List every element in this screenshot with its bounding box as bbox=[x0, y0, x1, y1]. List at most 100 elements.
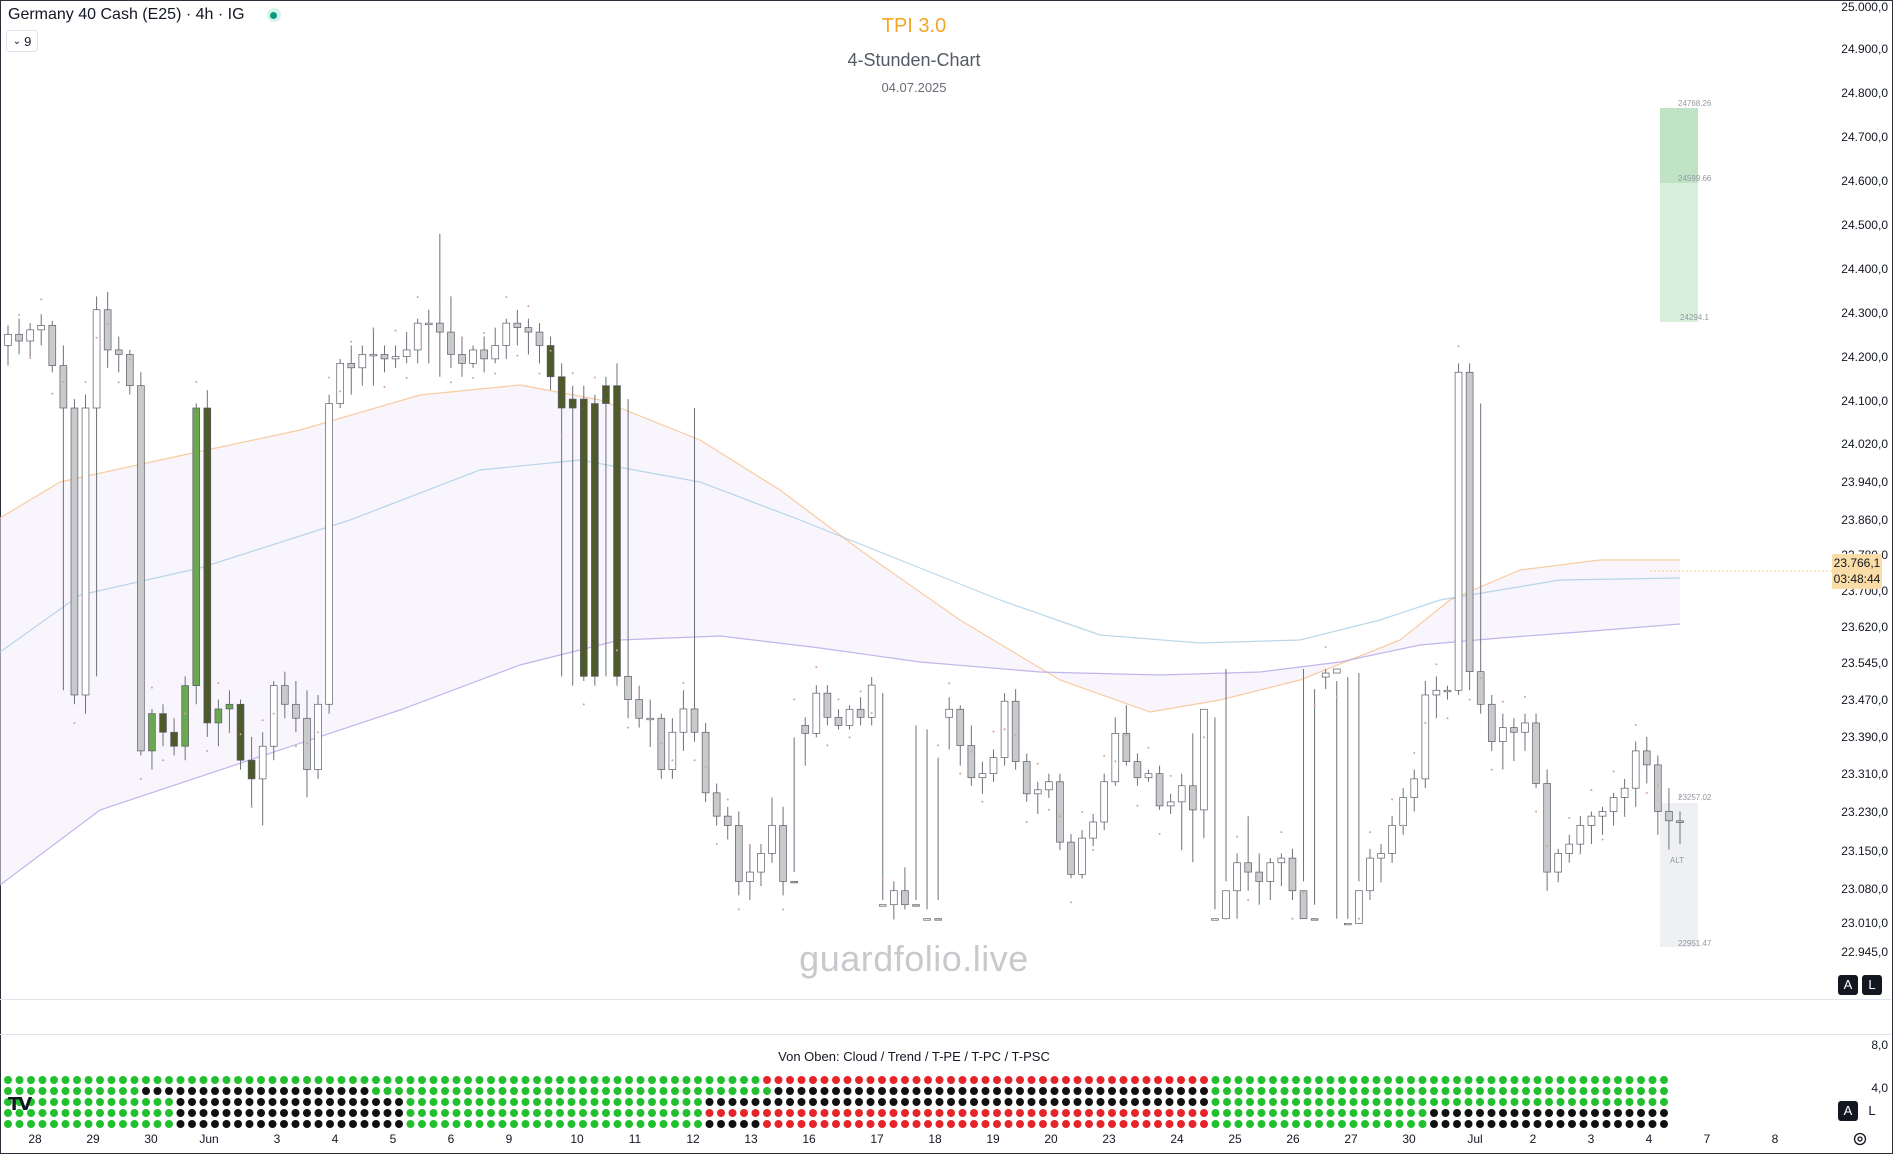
indicator-dot bbox=[1648, 1109, 1657, 1117]
indicator-dot bbox=[1602, 1087, 1611, 1095]
indicator-dot bbox=[636, 1087, 645, 1095]
indicator-dot bbox=[1361, 1076, 1369, 1084]
indicator-dot bbox=[510, 1109, 518, 1117]
indicator-dot bbox=[1476, 1120, 1484, 1128]
indicator-dot bbox=[912, 1087, 921, 1095]
ma-mid-line bbox=[0, 459, 1681, 653]
indicator-dot bbox=[751, 1076, 760, 1084]
candle-body bbox=[1642, 750, 1651, 766]
indicator-dot bbox=[901, 1076, 909, 1084]
indicator-dot bbox=[590, 1098, 599, 1106]
indicator-dot bbox=[958, 1087, 967, 1095]
log-scale-button[interactable]: L bbox=[1862, 975, 1882, 995]
indicator-dot bbox=[843, 1098, 852, 1106]
indicator-dot bbox=[84, 1120, 93, 1128]
indicator-dot bbox=[648, 1076, 656, 1084]
indicator-dot bbox=[188, 1076, 196, 1084]
indicator-dot bbox=[935, 1120, 944, 1128]
trend-dot bbox=[394, 329, 397, 332]
symbol-header[interactable]: Germany 40 Cash (E25) · 4h · IG bbox=[8, 6, 281, 24]
indicator-dot bbox=[740, 1109, 748, 1117]
indicator-dot bbox=[245, 1109, 254, 1117]
trend-dot bbox=[1225, 917, 1228, 920]
indicator-dot bbox=[705, 1109, 714, 1117]
indicator-dot bbox=[130, 1098, 139, 1106]
candle-body bbox=[1631, 750, 1640, 789]
indicator-dot bbox=[487, 1076, 495, 1084]
candle-body bbox=[546, 345, 555, 378]
indicator-dot bbox=[96, 1098, 104, 1106]
indicator-dot bbox=[383, 1109, 392, 1117]
trend-dot bbox=[1479, 677, 1482, 680]
indicator-dot bbox=[1568, 1109, 1576, 1117]
current-price-value: 23.766,1 bbox=[1833, 556, 1881, 570]
trend-dot bbox=[339, 390, 342, 393]
indicator-dot bbox=[245, 1120, 254, 1128]
candle-body bbox=[890, 890, 898, 906]
indicator-dot bbox=[1545, 1087, 1553, 1095]
candle-body bbox=[103, 309, 112, 351]
trend-dot bbox=[1147, 746, 1150, 749]
indicator-dot bbox=[1418, 1076, 1427, 1084]
indicator-dot bbox=[820, 1109, 829, 1117]
indicator-dot bbox=[1579, 1087, 1588, 1095]
indicator-dot bbox=[4, 1076, 12, 1084]
indicator-dot bbox=[314, 1098, 323, 1106]
indicator-dot bbox=[1096, 1098, 1105, 1106]
indicator-dot bbox=[889, 1109, 898, 1117]
trend-dot bbox=[970, 750, 973, 753]
candle-body bbox=[1233, 862, 1241, 892]
indicator-dot bbox=[1372, 1098, 1381, 1106]
indicator-dot bbox=[199, 1120, 208, 1128]
indicator-dot bbox=[901, 1087, 909, 1095]
indicator-dot bbox=[1062, 1109, 1070, 1117]
indicator-dot bbox=[1660, 1076, 1668, 1084]
indicator-auto-button[interactable]: A bbox=[1838, 1101, 1858, 1121]
candle-body bbox=[635, 699, 643, 719]
indicator-dot bbox=[314, 1120, 323, 1128]
indicator-dot bbox=[924, 1098, 932, 1106]
indicator-dot bbox=[27, 1076, 35, 1084]
trend-dot bbox=[804, 760, 807, 763]
settings-icon[interactable] bbox=[1852, 1131, 1868, 1147]
indicator-dot bbox=[153, 1109, 162, 1117]
indicator-dot bbox=[1246, 1120, 1254, 1128]
auto-scale-button[interactable]: A bbox=[1838, 975, 1858, 995]
indicator-dot bbox=[4, 1098, 12, 1106]
indicator-dot bbox=[1660, 1120, 1668, 1128]
indicator-dot bbox=[326, 1087, 334, 1095]
indicator-dot bbox=[579, 1109, 587, 1117]
trend-dot bbox=[416, 296, 419, 299]
symbol-title[interactable]: Germany 40 Cash (E25) · 4h · IG bbox=[8, 6, 245, 23]
indicator-dot bbox=[1487, 1076, 1496, 1084]
indicator-dot bbox=[993, 1109, 1001, 1117]
indicator-dot bbox=[590, 1120, 599, 1128]
candle-body bbox=[1222, 890, 1230, 920]
indicator-dot bbox=[372, 1120, 380, 1128]
indicator-dot bbox=[211, 1120, 219, 1128]
indicator-dot bbox=[832, 1120, 840, 1128]
indicator-dot bbox=[866, 1109, 875, 1117]
indicator-dot bbox=[1591, 1120, 1599, 1128]
indicator-dot bbox=[1487, 1109, 1496, 1117]
pane-separator[interactable] bbox=[0, 999, 1891, 1000]
indicator-dot bbox=[119, 1076, 127, 1084]
indicator-log-button[interactable]: L bbox=[1862, 1101, 1882, 1121]
indicator-dot bbox=[1556, 1087, 1565, 1095]
indicator-dot bbox=[429, 1076, 438, 1084]
indicator-dot bbox=[1533, 1109, 1542, 1117]
indicator-collapse-button[interactable]: ⌄ 9 bbox=[6, 30, 38, 52]
indicator-dot bbox=[1108, 1098, 1116, 1106]
indicator-dot bbox=[211, 1109, 219, 1117]
indicator-dot bbox=[372, 1098, 380, 1106]
indicator-dot bbox=[659, 1087, 668, 1095]
candle-body bbox=[203, 407, 212, 724]
indicator-dot bbox=[257, 1098, 265, 1106]
indicator-dot bbox=[889, 1087, 898, 1095]
indicator-dot bbox=[682, 1098, 691, 1106]
indicator-dot bbox=[682, 1076, 691, 1084]
candle-body bbox=[269, 685, 278, 747]
candle-body bbox=[845, 708, 854, 726]
tradingview-logo[interactable]: TV bbox=[8, 1094, 32, 1115]
